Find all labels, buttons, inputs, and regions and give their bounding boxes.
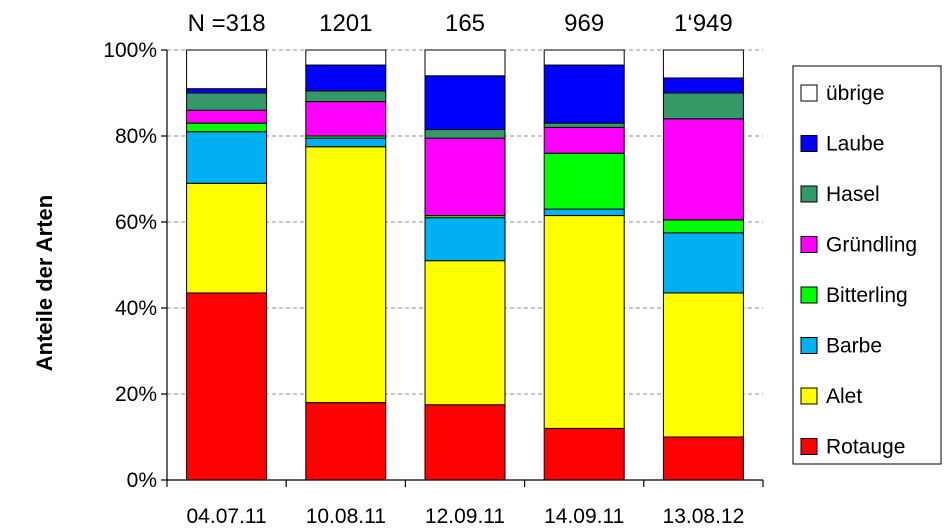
bar-segment	[305, 146, 387, 404]
bar-segment	[186, 92, 268, 111]
y-axis-label: Anteile der Arten	[32, 195, 57, 371]
x-tick-label: 14.09.11	[544, 505, 624, 528]
bar-segment	[543, 215, 625, 429]
bar-segment	[305, 90, 387, 103]
bar-segment	[662, 436, 744, 481]
bar-segment	[662, 219, 744, 234]
bar-segment	[424, 260, 506, 406]
bar-segment	[186, 88, 268, 94]
bar-segment	[424, 217, 506, 262]
y-tick-labels: 0% 20% 40% 60% 80% 100%	[103, 39, 157, 492]
legend-swatch	[800, 387, 818, 405]
x-tick-labels: 04.07.11 10.08.11 12.09.11 14.09.11 13.08.12	[187, 505, 745, 528]
bar-segment	[305, 49, 387, 66]
axis-layer	[161, 49, 764, 487]
bar-segment	[543, 64, 625, 124]
bar-stack	[543, 49, 625, 481]
legend-label: Rotauge	[826, 436, 905, 459]
bar-segment	[662, 92, 744, 120]
legend-swatch	[800, 236, 818, 253]
bar-segment	[305, 64, 387, 92]
legend-label: Gründling	[826, 234, 917, 257]
bar-segment	[543, 49, 625, 66]
legend-swatch	[800, 135, 818, 152]
bar-segment	[662, 49, 744, 79]
legend-frame	[792, 65, 942, 465]
x-tick-label: 12.09.11	[425, 505, 505, 528]
legend-swatch	[800, 286, 818, 304]
n-label: 1‘949	[674, 10, 733, 37]
legend-label: übrige	[826, 82, 884, 105]
bars-layer	[186, 49, 744, 481]
bar-segment	[305, 402, 387, 481]
bar-segment	[186, 292, 268, 481]
legend-items: übrige Laube Hasel Gründling Bitterling Barbe…	[800, 82, 917, 459]
bar-segment	[424, 129, 506, 139]
n-label: 1201	[319, 10, 372, 37]
legend-swatch	[800, 438, 818, 455]
n-labels: N =318 1201 165 969 1‘949	[188, 10, 733, 37]
n-label: N =318	[188, 10, 266, 37]
legend-label: Laube	[826, 133, 884, 156]
y-tick-label: 100%	[103, 39, 157, 62]
bar-segment	[662, 232, 744, 294]
bar-segment	[186, 122, 268, 133]
bar-stack	[305, 49, 387, 481]
y-tick-label: 60%	[115, 211, 157, 234]
legend-label: Alet	[826, 385, 862, 408]
bar-segment	[186, 131, 268, 184]
bar-segment	[424, 137, 506, 217]
bar-segment	[424, 404, 506, 481]
x-tick-label: 04.07.11	[187, 505, 267, 528]
bar-segment	[543, 122, 625, 128]
bar-segment	[662, 118, 744, 221]
x-tick-label: 10.08.11	[306, 505, 386, 528]
bar-segment	[662, 292, 744, 438]
n-label: 969	[564, 10, 604, 37]
bar-segment	[186, 49, 268, 90]
y-tick-label: 40%	[115, 297, 157, 320]
bar-segment	[543, 427, 625, 481]
legend-swatch	[800, 337, 818, 354]
bar-stack	[424, 49, 506, 481]
legend-label: Barbe	[826, 335, 882, 358]
legend: übrige Laube Hasel Gründling Bitterling Barbe…	[792, 65, 942, 465]
bar-stack	[186, 49, 268, 481]
bar-segment	[305, 101, 387, 137]
bar-segment	[424, 75, 506, 131]
legend-label: Bitterling	[826, 284, 908, 307]
bar-stack	[662, 49, 744, 481]
bar-segment	[543, 126, 625, 154]
legend-label: Hasel	[826, 183, 880, 206]
y-tick-label: 0%	[127, 469, 157, 492]
y-tick-label: 20%	[115, 383, 157, 406]
bar-segment	[305, 137, 387, 148]
legend-swatch	[800, 84, 818, 102]
legend-swatch	[800, 185, 818, 203]
bar-segment	[543, 152, 625, 210]
y-tick-label: 80%	[115, 125, 157, 148]
bar-segment	[424, 49, 506, 77]
bar-segment	[186, 109, 268, 124]
bar-segment	[662, 77, 744, 94]
bar-segment	[186, 182, 268, 294]
bar-segment	[543, 208, 625, 217]
n-label: 165	[445, 10, 485, 37]
x-tick-label: 13.08.12	[663, 505, 745, 528]
